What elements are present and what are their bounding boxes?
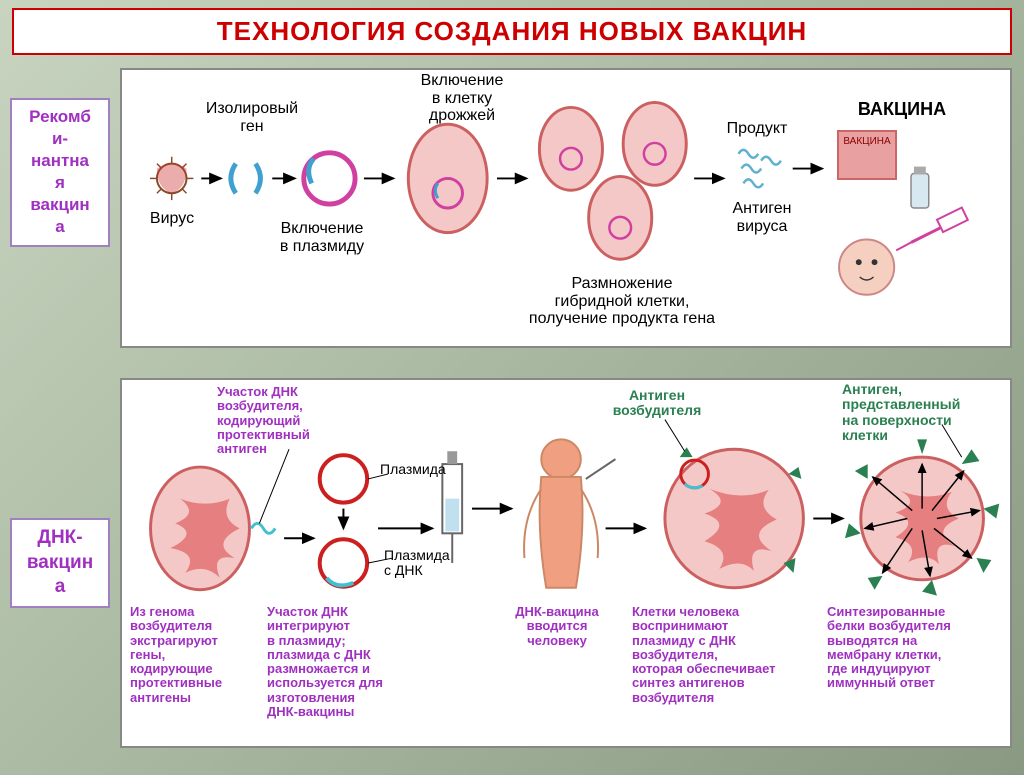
page-title: ТЕХНОЛОГИЯ СОЗДАНИЯ НОВЫХ ВАКЦИН: [12, 8, 1012, 55]
side-label-recombinant: Рекомб и- нантна я вакцин а: [10, 98, 110, 247]
lbl-plasmid-dna: Плазмида с ДНК: [384, 548, 474, 579]
side-label-dna: ДНК- вакцин а: [10, 518, 110, 608]
lbl-plasmid: Плазмида: [380, 462, 470, 477]
lbl-vaccine: ВАКЦИНА: [842, 100, 962, 120]
lbl-antigen: Антиген вируса: [712, 200, 812, 235]
lbl-hybrid: Размножение гибридной клетки, получение …: [492, 275, 752, 328]
panel-recombinant: Вирус Изолировый ген Включение в плазмид…: [120, 68, 1012, 348]
lbl-antigen-pathogen: Антиген возбудителя: [597, 388, 717, 419]
lbl-cells-perceive: Клетки человека воспринимают плазмиду с …: [632, 605, 812, 705]
lbl-extract: Из генома возбудителя экстрагируют гены,…: [130, 605, 260, 705]
lbl-synth: Синтезированные белки возбудителя выводя…: [827, 605, 997, 691]
lbl-virus: Вирус: [142, 210, 202, 228]
lbl-product: Продукт: [712, 120, 802, 138]
lbl-inject: ДНК-вакцина вводится человеку: [492, 605, 622, 648]
vaccine-box: ВАКЦИНА: [837, 130, 897, 180]
lbl-integrate: Участок ДНК интегрируют в плазмиду; плаз…: [267, 605, 422, 719]
panel-dna-vaccine: Участок ДНК возбудителя, кодирующий прот…: [120, 378, 1012, 748]
lbl-into-plasmid: Включение в плазмиду: [257, 220, 387, 255]
lbl-dna-region: Участок ДНК возбудителя, кодирующий прот…: [217, 385, 337, 456]
lbl-surface: Антиген, представленный на поверхности к…: [842, 382, 997, 444]
lbl-into-yeast: Включение в клетку дрожжей: [392, 72, 532, 125]
lbl-isolated-gene: Изолировый ген: [192, 100, 312, 135]
